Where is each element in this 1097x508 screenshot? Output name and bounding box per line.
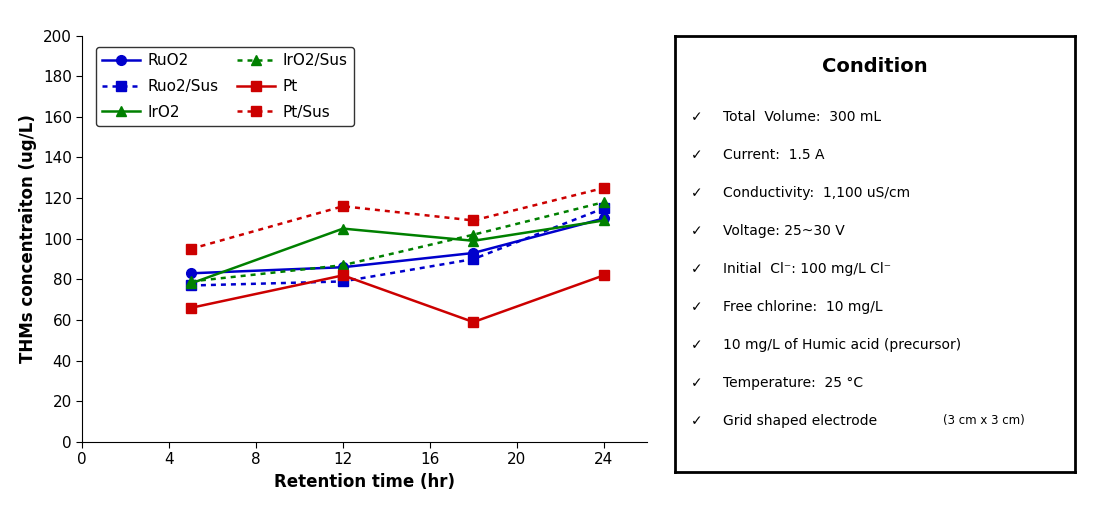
Text: ✓: ✓ <box>691 186 702 200</box>
Text: ✓: ✓ <box>691 224 702 238</box>
X-axis label: Retention time (hr): Retention time (hr) <box>274 473 455 491</box>
Text: Grid shaped electrode: Grid shaped electrode <box>723 414 881 428</box>
Text: Current:  1.5 A: Current: 1.5 A <box>723 148 824 162</box>
Text: ✓: ✓ <box>691 262 702 276</box>
Text: Free chlorine:  10 mg/L: Free chlorine: 10 mg/L <box>723 300 882 314</box>
Text: ✓: ✓ <box>691 110 702 124</box>
Y-axis label: THMs concentraiton (ug/L): THMs concentraiton (ug/L) <box>20 114 37 363</box>
Text: Condition: Condition <box>822 57 928 76</box>
Text: ✓: ✓ <box>691 338 702 352</box>
Text: 10 mg/L of Humic acid (precursor): 10 mg/L of Humic acid (precursor) <box>723 338 961 352</box>
Text: Total  Volume:  300 mL: Total Volume: 300 mL <box>723 110 881 124</box>
Text: Conductivity:  1,100 uS/cm: Conductivity: 1,100 uS/cm <box>723 186 909 200</box>
Text: ✓: ✓ <box>691 148 702 162</box>
Text: (3 cm x 3 cm): (3 cm x 3 cm) <box>943 414 1025 427</box>
Text: ✓: ✓ <box>691 300 702 314</box>
Legend: RuO2, Ruo2/Sus, IrO2, IrO2/Sus, Pt, Pt/Sus: RuO2, Ruo2/Sus, IrO2, IrO2/Sus, Pt, Pt/S… <box>95 47 354 126</box>
Text: Temperature:  25 °C: Temperature: 25 °C <box>723 376 863 390</box>
Text: Initial  Cl⁻: 100 mg/L Cl⁻: Initial Cl⁻: 100 mg/L Cl⁻ <box>723 262 891 276</box>
Text: ✓: ✓ <box>691 414 702 428</box>
Text: ✓: ✓ <box>691 376 702 390</box>
Text: Voltage: 25~30 V: Voltage: 25~30 V <box>723 224 845 238</box>
